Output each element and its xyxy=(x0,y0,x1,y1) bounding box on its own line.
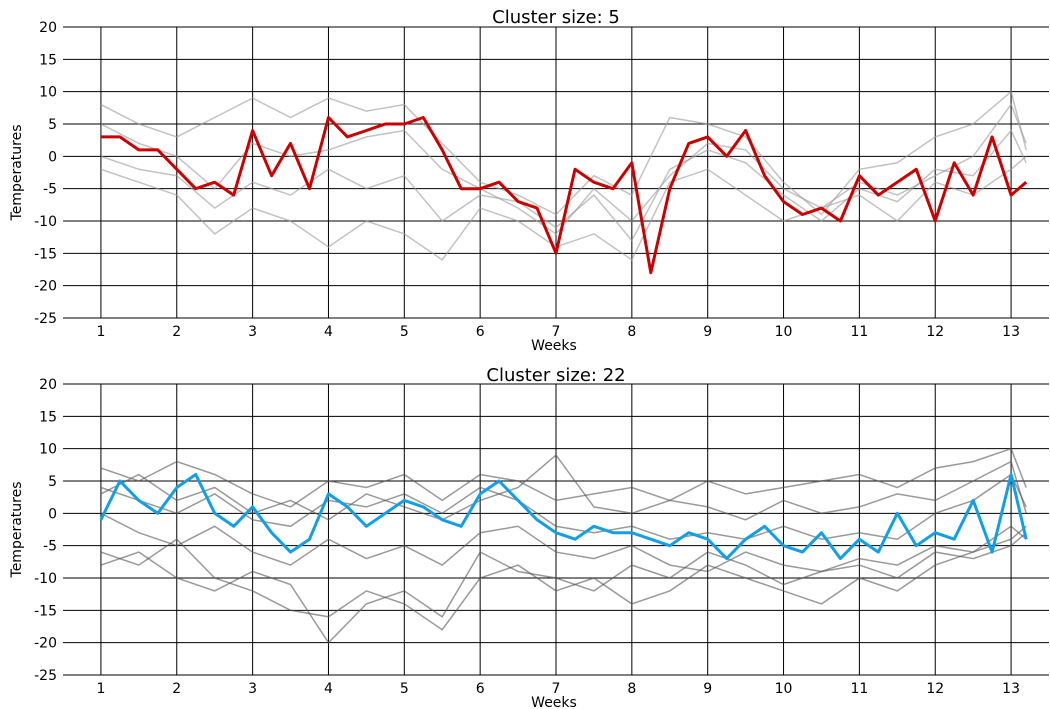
x-tick-label: 2 xyxy=(172,324,181,340)
member-series-line xyxy=(100,447,1027,508)
x-tick-label: 9 xyxy=(703,681,712,697)
y-tick-label: 15 xyxy=(39,409,57,425)
y-tick-label: -15 xyxy=(34,246,57,262)
member-series-line xyxy=(100,473,1027,540)
x-tick-label: 8 xyxy=(627,324,636,340)
member-series-line xyxy=(100,512,1027,573)
x-tick-label: 13 xyxy=(1002,681,1020,697)
x-tick-label: 11 xyxy=(850,324,868,340)
y-tick-label: 0 xyxy=(48,149,57,165)
x-tick-label: 7 xyxy=(552,681,561,697)
x-tick-label: 12 xyxy=(926,681,944,697)
y-tick-label: 5 xyxy=(48,474,57,490)
x-tick-label: 5 xyxy=(400,681,409,697)
y-tick-label: 10 xyxy=(39,442,57,458)
x-tick-label: 3 xyxy=(248,324,257,340)
y-tick-label: 5 xyxy=(48,117,57,133)
x-tick-label: 6 xyxy=(476,681,485,697)
member-series-line xyxy=(100,155,1027,261)
y-tick-label: 20 xyxy=(39,20,57,36)
y-tick-label: -25 xyxy=(34,668,57,684)
y-tick-label: -5 xyxy=(43,182,57,198)
x-tick-label: 4 xyxy=(324,324,333,340)
x-axis-label: Weeks xyxy=(531,695,577,709)
y-tick-label: -10 xyxy=(34,214,57,230)
y-tick-label: -15 xyxy=(34,603,57,619)
grid xyxy=(63,383,1049,676)
x-tick-label: 11 xyxy=(850,681,868,697)
member-series-line xyxy=(100,129,1027,242)
x-tick-label: 13 xyxy=(1002,324,1020,340)
chart-title: Cluster size: 22 xyxy=(486,365,625,386)
y-axis-label: Temperatures xyxy=(9,125,25,222)
grid xyxy=(63,26,1049,319)
x-tick-label: 1 xyxy=(96,324,105,340)
x-axis-label: Weeks xyxy=(531,338,577,354)
x-tick-label: 6 xyxy=(476,324,485,340)
member-series-line xyxy=(100,90,1027,216)
y-tick-label: -20 xyxy=(34,279,57,295)
x-tick-label: 1 xyxy=(96,681,105,697)
y-tick-label: -10 xyxy=(34,571,57,587)
x-tick-label: 10 xyxy=(775,681,793,697)
x-tick-label: 3 xyxy=(248,681,257,697)
member-series-line xyxy=(100,454,1027,521)
x-tick-label: 12 xyxy=(926,324,944,340)
y-tick-label: 20 xyxy=(39,377,57,393)
x-tick-label: 4 xyxy=(324,681,333,697)
member-series-line xyxy=(100,532,1027,644)
x-tick-label: 8 xyxy=(627,681,636,697)
chart-title: Cluster size: 5 xyxy=(492,7,620,28)
y-tick-label: 10 xyxy=(39,85,57,101)
y-tick-label: -25 xyxy=(34,311,57,327)
x-tick-label: 2 xyxy=(172,681,181,697)
highlight-series-line xyxy=(99,473,1028,561)
y-tick-label: -5 xyxy=(43,539,57,555)
y-tick-label: -20 xyxy=(34,636,57,652)
y-tick-label: 15 xyxy=(39,52,57,68)
y-tick-label: 0 xyxy=(48,506,57,522)
highlight-series-line xyxy=(100,116,1028,275)
x-tick-label: 9 xyxy=(703,324,712,340)
x-tick-label: 7 xyxy=(552,324,561,340)
x-tick-label: 10 xyxy=(775,324,793,340)
x-tick-label: 5 xyxy=(400,324,409,340)
y-axis-label: Temperatures xyxy=(9,482,25,579)
